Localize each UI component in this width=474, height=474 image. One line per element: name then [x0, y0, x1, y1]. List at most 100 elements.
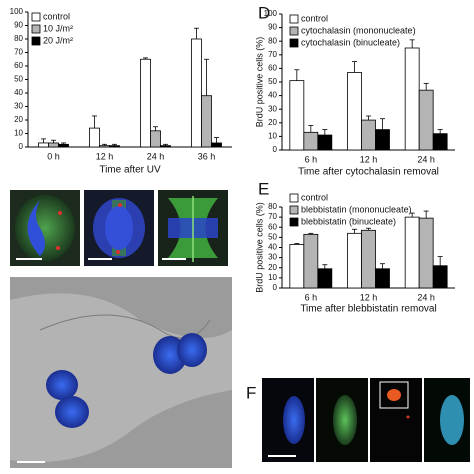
x-tick-label: 12 h — [360, 154, 378, 164]
y-tick-label: 40 — [268, 91, 277, 100]
y-tick-label: 10 — [268, 273, 277, 282]
bar — [48, 142, 59, 148]
legend-label: 10 J/m² — [43, 23, 73, 33]
bar — [150, 130, 161, 148]
y-tick-label: 90 — [14, 21, 23, 30]
bar — [289, 244, 305, 289]
bar — [317, 134, 333, 151]
bar — [303, 233, 319, 289]
legend-swatch — [31, 12, 41, 22]
y-tick-label: 70 — [268, 212, 277, 221]
y-tick-label: 50 — [268, 232, 277, 241]
y-tick-label: 90 — [268, 23, 277, 32]
legend-swatch — [289, 205, 299, 215]
bar — [418, 89, 434, 151]
x-axis-label: Time after blebbistatin removal — [300, 304, 436, 315]
bar — [160, 145, 171, 148]
x-tick-label: 12 h — [360, 292, 378, 302]
legend-label: control — [301, 13, 328, 23]
micrograph-row — [10, 190, 228, 266]
x-tick-label: 24 h — [417, 292, 435, 302]
legend-swatch — [289, 26, 299, 36]
bar — [432, 133, 448, 151]
bar — [361, 119, 376, 151]
bar — [109, 145, 120, 148]
bar — [375, 268, 390, 289]
bar — [303, 131, 319, 151]
bar — [347, 232, 362, 289]
micrograph-f — [262, 378, 470, 462]
y-tick-label: 30 — [14, 102, 23, 111]
bar — [99, 145, 110, 148]
legend-swatch — [289, 193, 299, 203]
bar — [58, 143, 69, 148]
y-tick-label: 100 — [264, 9, 278, 18]
bar — [432, 265, 448, 289]
x-tick-label: 6 h — [305, 292, 318, 302]
x-tick-label: 12 h — [96, 151, 114, 161]
bar — [404, 47, 420, 151]
legend-swatch — [289, 14, 299, 24]
legend-swatch — [31, 24, 41, 34]
bar — [317, 268, 333, 289]
y-tick-label: 20 — [268, 263, 277, 272]
y-tick-label: 50 — [268, 77, 277, 86]
x-axis-label: Time after UV — [99, 165, 161, 176]
legend-swatch — [289, 217, 299, 227]
bar — [289, 80, 305, 151]
legend-label: blebbistatin (binucleate) — [301, 216, 396, 226]
panel-label: F — [246, 383, 256, 402]
legend-label: cytochalasin (binucleate) — [301, 37, 400, 47]
bar — [140, 58, 151, 148]
y-tick-label: 70 — [268, 50, 277, 59]
x-tick-label: 36 h — [198, 151, 216, 161]
y-tick-label: 0 — [273, 283, 278, 292]
y-tick-label: 20 — [268, 118, 277, 127]
bar — [38, 142, 49, 148]
bar — [211, 142, 222, 148]
bar — [404, 216, 420, 289]
x-tick-label: 0 h — [47, 151, 60, 161]
y-tick-label: 80 — [268, 202, 277, 211]
legend-label: 20 J/m² — [43, 35, 73, 45]
y-tick-label: 10 — [268, 132, 277, 141]
bar — [418, 217, 434, 289]
legend-swatch — [289, 38, 299, 48]
y-tick-label: 60 — [268, 64, 277, 73]
legend-label: cytochalasin (mononucleate) — [301, 25, 416, 35]
x-tick-label: 24 h — [417, 154, 435, 164]
y-axis-label: BrdU positive cells (%) — [254, 37, 264, 128]
y-tick-label: 50 — [14, 75, 23, 84]
bar — [191, 38, 202, 148]
y-tick-label: 0 — [273, 145, 278, 154]
bar — [361, 229, 376, 289]
y-tick-label: 40 — [268, 243, 277, 252]
y-tick-label: 60 — [14, 61, 23, 70]
bar — [89, 127, 100, 148]
y-tick-label: 80 — [14, 34, 23, 43]
y-tick-label: 0 — [19, 142, 24, 151]
y-tick-label: 60 — [268, 222, 277, 231]
y-tick-label: 80 — [268, 36, 277, 45]
y-tick-label: 10 — [14, 129, 23, 138]
panel-label: D — [258, 3, 270, 22]
bar — [201, 95, 212, 148]
x-axis-label: Time after cytochalasin removal — [298, 167, 439, 178]
y-axis-label: BrdU positive cells (%) — [254, 202, 264, 293]
panel-label: E — [258, 179, 269, 198]
micrograph-large — [10, 277, 232, 468]
y-tick-label: 30 — [268, 104, 277, 113]
y-tick-label: 30 — [268, 253, 277, 262]
bar — [347, 72, 362, 151]
y-tick-label: 20 — [14, 115, 23, 124]
y-tick-label: 100 — [10, 7, 24, 16]
legend-label: blebbistatin (mononucleate) — [301, 204, 412, 214]
x-tick-label: 24 h — [147, 151, 165, 161]
x-tick-label: 6 h — [305, 154, 318, 164]
bar — [375, 129, 390, 151]
y-tick-label: 40 — [14, 88, 23, 97]
legend-label: control — [301, 192, 328, 202]
legend-label: control — [43, 11, 70, 21]
legend-swatch — [31, 36, 41, 46]
